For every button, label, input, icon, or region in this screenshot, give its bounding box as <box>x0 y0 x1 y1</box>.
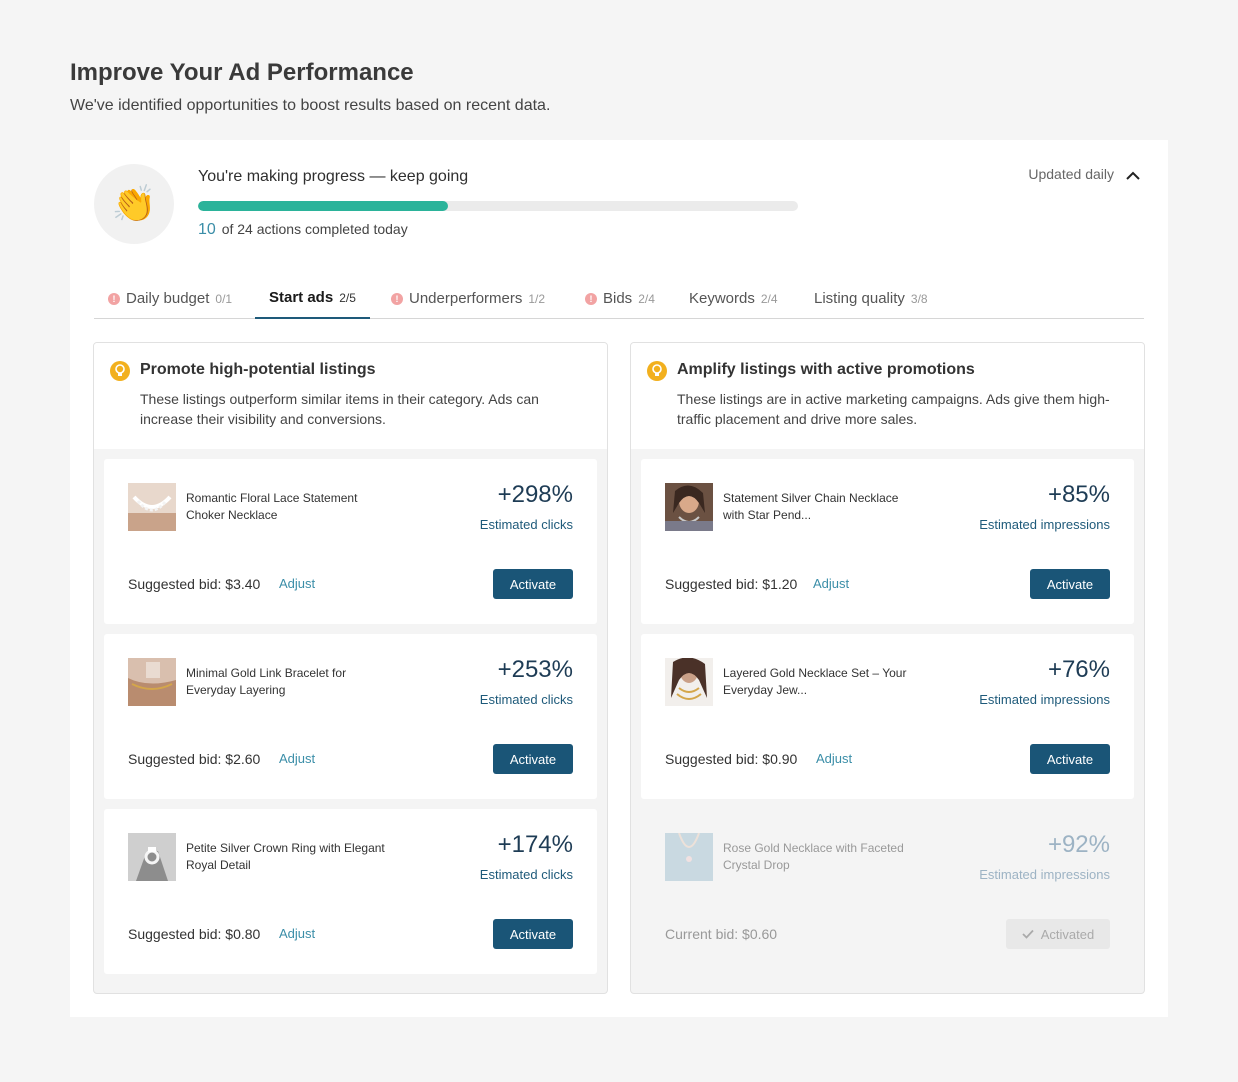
tab-count: 1/2 <box>528 291 546 306</box>
suggested-bid: Suggested bid: $0.90 <box>665 751 798 767</box>
estimated-lift: +92% <box>1047 831 1110 858</box>
activated-button: Activated <box>1006 919 1110 949</box>
product-thumbnail <box>665 833 713 881</box>
page-title: Improve Your Ad Performance <box>70 59 414 86</box>
collapse-button[interactable] <box>1122 164 1144 186</box>
tab-label: Underperformers <box>409 290 523 307</box>
suggested-bid: Suggested bid: $3.40 <box>128 576 261 592</box>
recommendations-panel: 👏 You're making progress — keep going 10… <box>70 140 1168 1017</box>
tab-count: 2/4 <box>638 291 655 306</box>
estimated-lift: +253% <box>497 656 573 683</box>
suggested-bid: Suggested bid: $2.60 <box>128 751 261 767</box>
product-name[interactable]: Romantic Floral Lace Statement Choker Ne… <box>186 491 358 522</box>
tab-underperformers[interactable]: ! Underperformers 1/2 <box>377 278 559 319</box>
tab-label: Listing quality <box>814 290 905 307</box>
column-description: These listings outperform similar items … <box>140 391 539 427</box>
alert-icon: ! <box>391 292 403 305</box>
progress-count: 10 of 24 actions completed today <box>198 221 408 239</box>
estimated-lift: +298% <box>497 481 573 508</box>
adjust-link[interactable]: Adjust <box>279 926 316 941</box>
metric-label: Estimated impressions <box>979 692 1110 707</box>
product-thumbnail <box>665 658 713 706</box>
metric-label: Estimated impressions <box>979 517 1110 532</box>
tab-count: 0/1 <box>215 291 233 306</box>
adjust-link[interactable]: Adjust <box>816 751 853 766</box>
product-thumbnail <box>128 833 176 881</box>
listing-card: Statement Silver Chain Necklace with Sta… <box>641 459 1134 624</box>
product-thumbnail <box>128 483 176 531</box>
lightbulb-icon <box>647 361 667 381</box>
promote-listings-column: Promote high-potential listings These li… <box>93 342 608 994</box>
adjust-link[interactable]: Adjust <box>279 751 316 766</box>
tab-label: Start ads <box>269 289 334 306</box>
metric-label: Estimated clicks <box>479 867 573 882</box>
progress-bar <box>198 201 798 211</box>
activate-button[interactable]: Activate <box>1030 569 1110 599</box>
listing-card: Romantic Floral Lace Statement Choker Ne… <box>104 459 597 624</box>
activated-label: Activated <box>1040 926 1095 942</box>
estimated-lift: +85% <box>1047 481 1110 508</box>
product-name[interactable]: Rose Gold Necklace with Faceted Crystal … <box>723 841 904 872</box>
column-header: Amplify listings with active promotions … <box>631 343 1144 449</box>
tab-count: 2/4 <box>760 291 778 306</box>
progress-count-label: of 24 actions completed today <box>221 221 408 237</box>
tab-daily-budget[interactable]: ! Daily budget 0/1 <box>94 278 246 319</box>
updated-label: Updated daily <box>1028 166 1114 182</box>
page-subtitle: We've identified opportunities to boost … <box>70 97 551 114</box>
tab-label: Daily budget <box>126 290 210 307</box>
column-title: Promote high-potential listings <box>140 361 376 378</box>
listing-card: Minimal Gold Link Bracelet for Everyday … <box>104 634 597 799</box>
adjust-link[interactable]: Adjust <box>279 576 316 591</box>
product-name[interactable]: Statement Silver Chain Necklace with Sta… <box>723 491 899 522</box>
progress-completed-count: 10 <box>198 221 216 238</box>
tab-keywords[interactable]: Keywords 2/4 <box>675 278 792 319</box>
suggested-bid: Suggested bid: $0.80 <box>128 926 261 942</box>
product-name[interactable]: Petite Silver Crown Ring with Elegant Ro… <box>186 841 385 872</box>
clapping-hands-icon: 👏 <box>94 164 174 244</box>
tab-label: Bids <box>603 290 633 307</box>
metric-label: Estimated clicks <box>479 517 573 532</box>
tab-start-ads[interactable]: Start ads 2/5 <box>255 278 370 319</box>
amplify-listings-column: Amplify listings with active promotions … <box>630 342 1145 994</box>
tab-bids[interactable]: ! Bids 2/4 <box>571 278 669 319</box>
suggested-bid: Suggested bid: $1.20 <box>665 576 798 592</box>
activate-button[interactable]: Activate <box>493 569 573 599</box>
column-header: Promote high-potential listings These li… <box>94 343 607 449</box>
product-thumbnail <box>665 483 713 531</box>
tab-listing-quality[interactable]: Listing quality 3/8 <box>800 278 942 319</box>
metric-label: Estimated clicks <box>479 692 573 707</box>
tab-bar: ! Daily budget 0/1 Start ads 2/5 ! Under… <box>94 278 1144 319</box>
progress-bar-fill <box>198 201 449 211</box>
listing-card: Layered Gold Necklace Set – Your Everyda… <box>641 634 1134 799</box>
tab-count: 2/5 <box>339 290 356 305</box>
lightbulb-icon <box>110 361 130 381</box>
progress-title: You're making progress — keep going <box>198 168 469 185</box>
check-icon <box>1022 929 1034 939</box>
adjust-link[interactable]: Adjust <box>813 576 850 591</box>
listing-card-activated: Rose Gold Necklace with Faceted Crystal … <box>641 809 1134 974</box>
activate-button[interactable]: Activate <box>1030 744 1110 774</box>
alert-icon: ! <box>108 292 120 305</box>
tab-count: 3/8 <box>910 291 928 306</box>
estimated-lift: +76% <box>1047 656 1110 683</box>
alert-icon: ! <box>585 292 597 305</box>
listing-card: Petite Silver Crown Ring with Elegant Ro… <box>104 809 597 974</box>
current-bid: Current bid: $0.60 <box>665 926 778 942</box>
product-thumbnail <box>128 658 176 706</box>
product-name[interactable]: Minimal Gold Link Bracelet for Everyday … <box>186 666 347 697</box>
activate-button[interactable]: Activate <box>493 919 573 949</box>
product-name[interactable]: Layered Gold Necklace Set – Your Everyda… <box>723 666 907 697</box>
column-title: Amplify listings with active promotions <box>677 361 975 378</box>
column-description: These listings are in active marketing c… <box>677 391 1110 427</box>
metric-label: Estimated impressions <box>979 867 1110 882</box>
tab-label: Keywords <box>689 290 755 307</box>
chevron-up-icon <box>1126 171 1140 180</box>
activate-button[interactable]: Activate <box>493 744 573 774</box>
estimated-lift: +174% <box>497 831 573 858</box>
